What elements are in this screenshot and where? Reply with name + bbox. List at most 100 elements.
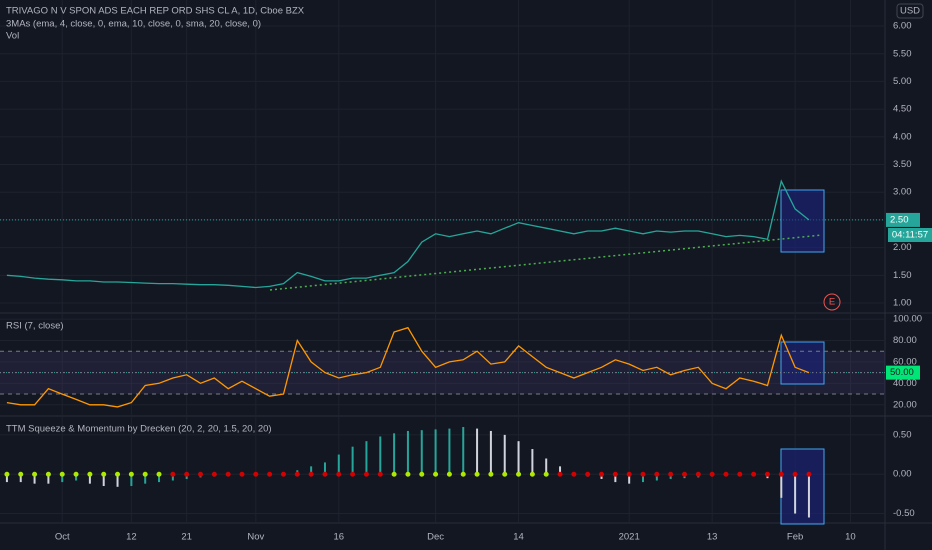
squeeze-dot <box>211 471 217 477</box>
squeeze-dot <box>474 471 480 477</box>
series-line <box>6 326 810 408</box>
squeeze-dot <box>363 471 369 477</box>
legend-text: Vol <box>6 31 19 42</box>
squeeze-dot <box>446 471 452 477</box>
squeeze-dot <box>433 471 439 477</box>
squeeze-dot <box>488 471 494 477</box>
x-tick-label: Dec <box>427 532 444 543</box>
squeeze-dot <box>792 471 798 477</box>
currency: USD <box>900 6 920 17</box>
y-tick-label: 60.00 <box>893 356 917 367</box>
squeeze-dot <box>516 471 522 477</box>
squeeze-dot <box>18 471 24 477</box>
x-tick-label: Feb <box>787 532 803 543</box>
squeeze-dot <box>599 471 605 477</box>
squeeze-dot <box>294 471 300 477</box>
currency-box <box>896 3 924 19</box>
last-value-badge <box>886 212 920 227</box>
squeeze-dot <box>32 471 38 477</box>
squeeze-dot <box>571 471 577 477</box>
squeeze-dot <box>543 471 549 477</box>
y-tick-label: 2.00 <box>893 242 912 253</box>
countdown-badge <box>888 228 932 242</box>
squeeze-dot <box>198 471 204 477</box>
x-tick-label: 12 <box>126 532 137 543</box>
x-tick-label: 21 <box>181 532 192 543</box>
y-tick-label: -0.50 <box>893 508 915 519</box>
squeeze-dot <box>751 471 757 477</box>
squeeze-dot <box>336 471 342 477</box>
squeeze-dot <box>267 471 273 477</box>
squeeze-dot <box>778 471 784 477</box>
legend-text: 3MAs (ema, 4, close, 0, ema, 10, close, … <box>6 19 261 30</box>
y-tick-label: 0.50 <box>893 429 912 440</box>
highlight-box <box>780 341 825 385</box>
squeeze-dot <box>101 471 107 477</box>
squeeze-dot <box>626 471 632 477</box>
series-line <box>6 179 810 289</box>
y-tick-label: 5.50 <box>893 48 912 59</box>
squeeze-dot <box>695 471 701 477</box>
y-tick-label: 80.00 <box>893 335 917 346</box>
squeeze-dot <box>529 471 535 477</box>
highlight-box <box>780 448 825 525</box>
squeeze-dot <box>612 471 618 477</box>
pane-title: TTM Squeeze & Momentum by Drecken (20, 2… <box>6 424 272 435</box>
y-tick-label: 3.50 <box>893 159 912 170</box>
squeeze-dot <box>502 471 508 477</box>
squeeze-dot <box>709 471 715 477</box>
x-tick-label: 13 <box>707 532 718 543</box>
last-value-badge <box>886 365 920 380</box>
squeeze-dot <box>654 471 660 477</box>
y-tick-label: 20.00 <box>893 399 917 410</box>
squeeze-dot <box>184 471 190 477</box>
squeeze-dot <box>128 471 134 477</box>
y-tick-label: 4.00 <box>893 131 912 142</box>
squeeze-dot <box>73 471 79 477</box>
squeeze-dot <box>668 471 674 477</box>
x-tick-label: 16 <box>334 532 345 543</box>
squeeze-dot <box>737 471 743 477</box>
squeeze-dot <box>253 471 259 477</box>
squeeze-dot <box>764 471 770 477</box>
squeeze-dot <box>170 471 176 477</box>
y-tick-label: 100.00 <box>893 314 922 325</box>
squeeze-dot <box>59 471 65 477</box>
squeeze-dot <box>156 471 162 477</box>
last-value-label: 50.00 <box>890 367 914 378</box>
squeeze-dot <box>557 471 563 477</box>
squeeze-dot <box>723 471 729 477</box>
x-tick-label: 14 <box>513 532 524 543</box>
squeeze-dot <box>806 471 812 477</box>
squeeze-dot <box>377 471 383 477</box>
y-tick-label: 6.00 <box>893 21 912 32</box>
y-tick-label: 40.00 <box>893 378 917 389</box>
squeeze-dot <box>45 471 51 477</box>
squeeze-dot <box>350 471 356 477</box>
y-tick-label: 1.00 <box>893 298 912 309</box>
pane-title: RSI (7, close) <box>6 321 64 332</box>
event-marker[interactable] <box>823 293 841 311</box>
chart-title: TRIVAGO N V SPON ADS EACH REP ORD SHS CL… <box>6 6 305 17</box>
x-tick-label: 10 <box>845 532 856 543</box>
squeeze-dot <box>419 471 425 477</box>
event-label[interactable]: E <box>829 297 835 308</box>
last-value-label: 2.50 <box>890 214 909 225</box>
y-tick-label: 4.50 <box>893 104 912 115</box>
squeeze-dot <box>280 471 286 477</box>
squeeze-dot <box>142 471 148 477</box>
squeeze-dot <box>391 471 397 477</box>
x-tick-label: Nov <box>247 532 264 543</box>
squeeze-dot <box>115 471 121 477</box>
squeeze-dot <box>87 471 93 477</box>
y-tick-label: 5.00 <box>893 76 912 87</box>
y-tick-label: 1.50 <box>893 270 912 281</box>
squeeze-dot <box>322 471 328 477</box>
y-tick-label: 3.00 <box>893 187 912 198</box>
y-tick-label: 0.00 <box>893 469 912 480</box>
squeeze-dot <box>225 471 231 477</box>
squeeze-dot <box>4 471 10 477</box>
squeeze-dot <box>239 471 245 477</box>
highlight-box <box>780 189 825 253</box>
